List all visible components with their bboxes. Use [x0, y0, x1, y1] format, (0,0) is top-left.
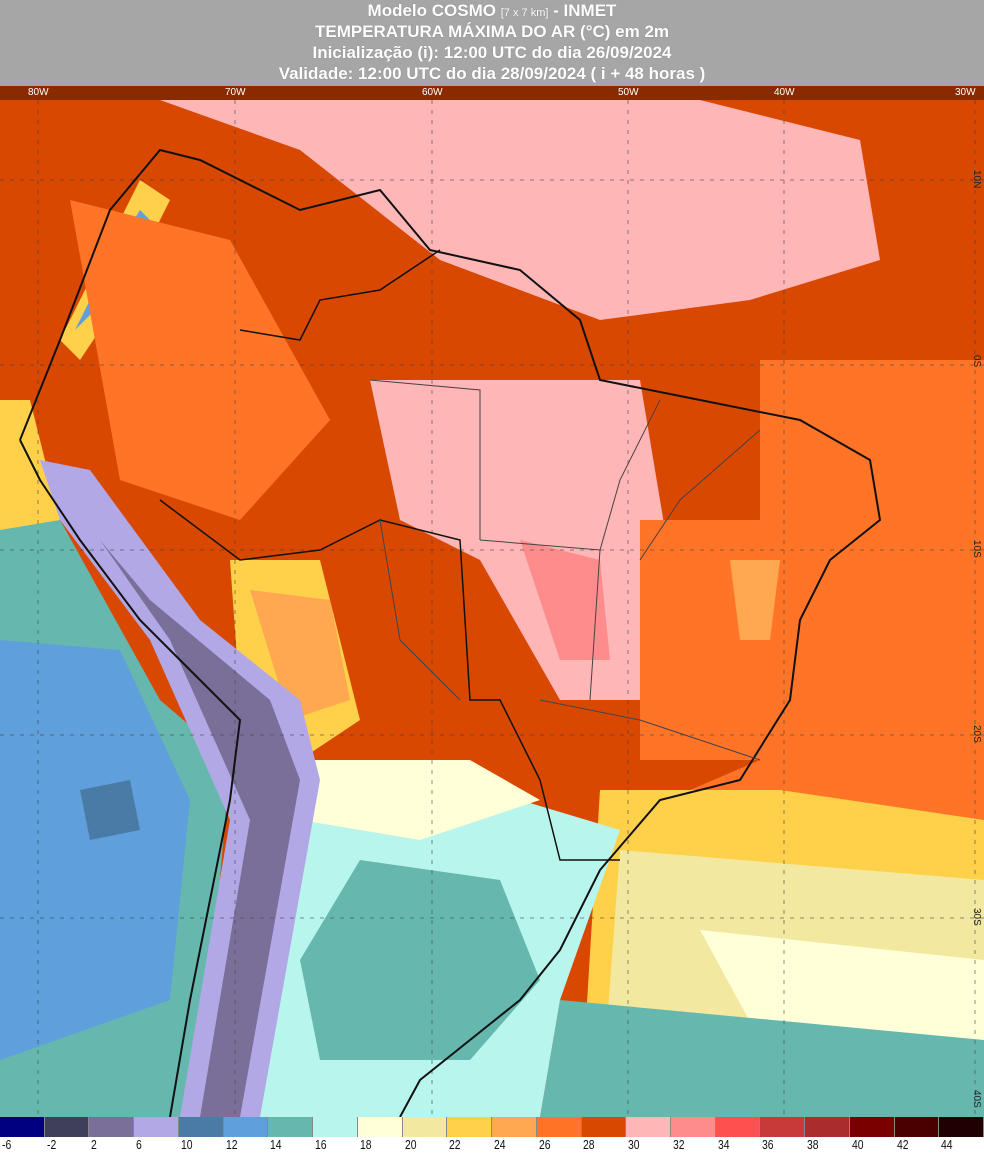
lat-label: 10N	[971, 170, 982, 189]
lon-label: 70W	[225, 87, 246, 98]
legend-label: 36	[762, 1137, 774, 1152]
region-pacific-blue	[0, 640, 190, 1060]
lon-label: 30W	[955, 87, 976, 98]
lat-label: 10S	[971, 540, 982, 558]
state-borders	[369, 379, 761, 761]
header-band	[0, 0, 984, 86]
legend-label: 24	[494, 1137, 506, 1152]
south-america-coastline	[19, 148, 882, 1117]
legend-swatch	[357, 1117, 403, 1137]
model-name: Modelo COSMO	[367, 1, 496, 20]
legend-swatch	[581, 1117, 627, 1137]
legend-label: 10	[180, 1137, 193, 1152]
legend-swatch	[536, 1117, 582, 1137]
legend-swatch	[671, 1117, 716, 1137]
legend-label: 30	[628, 1137, 640, 1152]
variable-title: TEMPERATURA MÁXIMA DO AR (°C) em 2m	[314, 22, 670, 41]
legend-label: 20	[404, 1137, 417, 1152]
legend-swatch	[178, 1117, 224, 1137]
lat-label: 20S	[971, 725, 982, 743]
region-pacific-steel	[80, 780, 140, 840]
region-central-salmon	[520, 540, 610, 660]
legend-label: 12	[225, 1137, 238, 1152]
legend-swatch	[447, 1117, 493, 1137]
lon-label: 80W	[28, 87, 49, 98]
legend-swatch	[402, 1117, 448, 1137]
legend-label: 18	[359, 1137, 372, 1152]
region-north-pink	[160, 100, 880, 320]
legend-labels: -6 -2 2 6 10 12 14 16 18 20 22 24 26 28 30 32 34 36 38 40 42…	[0, 1137, 984, 1153]
legend-swatch	[492, 1117, 537, 1137]
legend-swatch	[134, 1117, 179, 1137]
legend-label: -6	[2, 1137, 12, 1152]
legend-label: 6	[136, 1137, 142, 1152]
map-title: Modelo COSMO [7 x 7 km] - INMET TEMPERAT…	[0, 0, 984, 84]
legend-swatch	[849, 1117, 895, 1137]
region-amazon-orange	[70, 200, 330, 520]
validity-time: Validade: 12:00 UTC do dia 28/09/2024 ( …	[278, 64, 706, 83]
legend-swatch	[715, 1117, 761, 1137]
initialization-time: Inicialização (i): 12:00 UTC do dia 26/0…	[312, 43, 672, 62]
region-south-teal	[540, 1000, 984, 1117]
legend-swatch	[760, 1117, 806, 1137]
model-resolution: [7 x 7 km]	[500, 7, 549, 19]
legend-swatch	[894, 1117, 940, 1137]
region-pacific-yellow	[0, 400, 60, 530]
graticule	[0, 0, 984, 1117]
legend-swatch	[939, 1117, 984, 1137]
brazil-border	[159, 249, 620, 861]
region-center-orange	[250, 590, 350, 720]
legend-label: -2	[46, 1137, 56, 1152]
organization: - INMET	[553, 1, 617, 20]
legend-swatch	[268, 1117, 314, 1137]
legend-swatch	[805, 1117, 850, 1137]
temperature-map	[0, 0, 984, 1117]
legend-swatch	[626, 1117, 672, 1137]
header-strip	[0, 86, 984, 100]
legend-swatch	[0, 1117, 45, 1137]
legend-label: 38	[807, 1137, 819, 1152]
legend-label: 14	[270, 1137, 282, 1152]
region-chaco-cream	[300, 760, 540, 840]
color-legend	[0, 1117, 984, 1137]
lat-label: 40S	[971, 1090, 982, 1108]
legend-swatch	[89, 1117, 135, 1137]
legend-label: 22	[449, 1137, 461, 1152]
legend-label: 28	[583, 1137, 596, 1152]
legend-swatch	[223, 1117, 269, 1137]
region-andes-slate	[100, 540, 300, 1117]
legend-swatch	[313, 1117, 358, 1137]
legend-swatch	[44, 1117, 90, 1137]
lon-label: 60W	[422, 87, 443, 98]
lon-label: 40W	[774, 87, 795, 98]
lon-label: 50W	[618, 87, 639, 98]
lat-label: 0S	[971, 355, 982, 368]
legend-label: 44	[941, 1137, 953, 1152]
legend-label: 16	[315, 1137, 327, 1152]
legend-label: 42	[896, 1137, 909, 1152]
legend-label: 34	[717, 1137, 730, 1152]
legend-label: 32	[672, 1137, 685, 1152]
legend-label: 26	[538, 1137, 551, 1152]
region-southcone-teal	[300, 860, 540, 1060]
region-coast-orange	[730, 560, 780, 640]
legend-label: 2	[91, 1137, 98, 1152]
lat-label: 30S	[971, 908, 982, 926]
legend-label: 40	[851, 1137, 864, 1152]
